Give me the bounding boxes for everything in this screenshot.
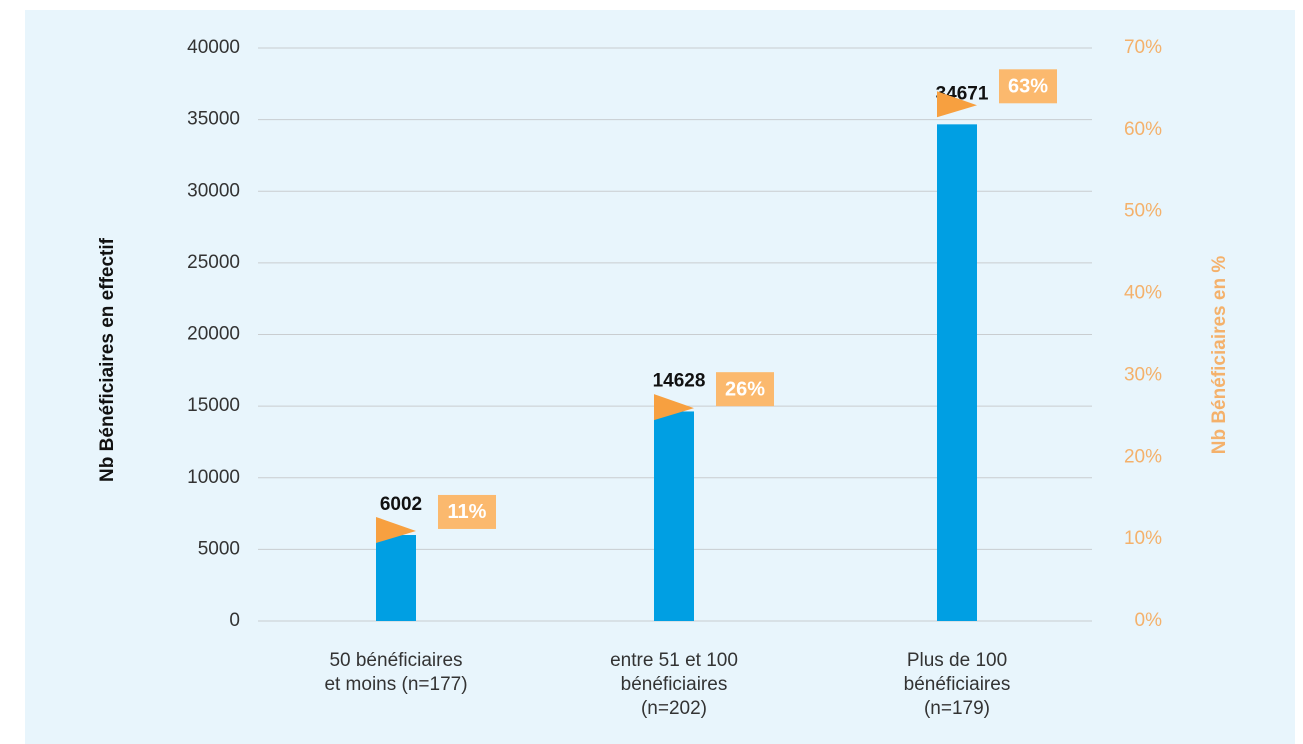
y-tick-label: 20000 bbox=[187, 324, 240, 345]
x-tick-label: bénéficiaires bbox=[621, 674, 728, 695]
y-tick-label: 35000 bbox=[187, 109, 240, 130]
background bbox=[25, 10, 1295, 744]
percent-label: 26% bbox=[725, 378, 765, 400]
bar bbox=[654, 411, 694, 621]
bar-value-label: 14628 bbox=[653, 370, 706, 391]
x-tick-label: et moins (n=177) bbox=[324, 674, 467, 695]
y2-tick-label: 20% bbox=[1124, 446, 1162, 467]
percent-label-box bbox=[999, 69, 1057, 104]
y-tick-label: 10000 bbox=[187, 467, 240, 488]
percent-label-box bbox=[716, 372, 774, 407]
percent-marker bbox=[654, 394, 694, 421]
y2-tick-label: 30% bbox=[1124, 364, 1162, 385]
y-tick-label: 5000 bbox=[198, 538, 240, 559]
y2-tick-label: 60% bbox=[1124, 119, 1162, 140]
y-tick-label: 30000 bbox=[187, 180, 240, 201]
y2-tick-label: 50% bbox=[1124, 201, 1162, 222]
y-tick-label: 25000 bbox=[187, 252, 240, 273]
y-axis-title: Nb Bénéficiaires en effectif bbox=[97, 237, 118, 482]
y-tick-label: 0 bbox=[229, 610, 240, 631]
x-tick-label: entre 51 et 100 bbox=[610, 650, 738, 671]
y2-tick-label: 0% bbox=[1135, 610, 1163, 631]
percent-marker bbox=[376, 516, 416, 543]
bar bbox=[937, 124, 977, 622]
y-tick-label: 40000 bbox=[187, 37, 240, 58]
percent-marker bbox=[937, 91, 977, 118]
x-tick-label: Plus de 100 bbox=[907, 650, 1007, 671]
x-tick-label: 50 bénéficiaires bbox=[329, 650, 462, 671]
x-tick-label: bénéficiaires bbox=[904, 674, 1011, 695]
y2-tick-label: 40% bbox=[1124, 283, 1162, 304]
x-tick-label: (n=179) bbox=[924, 698, 990, 719]
y2-axis-title: Nb Bénéficiaires en % bbox=[1209, 256, 1230, 455]
bar bbox=[376, 535, 416, 621]
percent-label: 63% bbox=[1008, 76, 1048, 98]
y-tick-label: 15000 bbox=[187, 395, 240, 416]
x-tick-label: (n=202) bbox=[641, 698, 707, 719]
percent-label: 11% bbox=[448, 501, 487, 523]
percent-label-box bbox=[438, 494, 496, 529]
y2-tick-label: 10% bbox=[1124, 528, 1162, 549]
y2-tick-label: 70% bbox=[1124, 37, 1162, 58]
bar-value-label: 6002 bbox=[380, 494, 422, 515]
